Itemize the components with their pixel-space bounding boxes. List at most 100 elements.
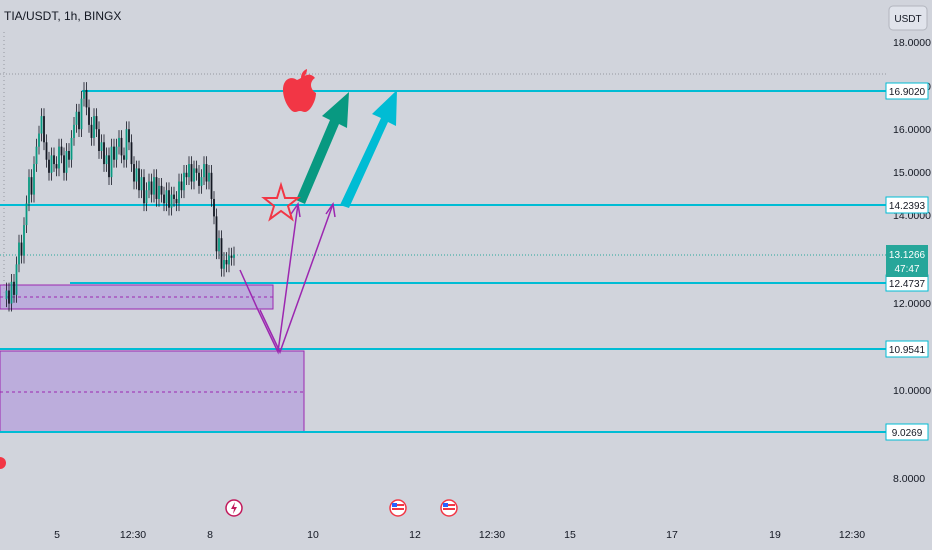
candle-body (220, 238, 223, 269)
candle-body (25, 203, 28, 226)
candle-body (115, 146, 118, 160)
candle-body (153, 177, 155, 195)
alert-marker[interactable] (0, 457, 6, 469)
candle-body (78, 111, 80, 130)
candle-body (18, 242, 20, 265)
candle-body (50, 155, 53, 173)
candle-body (200, 177, 203, 186)
candle-body (108, 155, 110, 178)
candle-body (120, 137, 123, 156)
candle-body (20, 242, 23, 256)
candle-body (8, 290, 10, 304)
green-up-arrow[interactable] (296, 92, 349, 204)
candle-body (48, 159, 50, 173)
candle-body (103, 142, 105, 165)
time-axis[interactable]: 5 12:30 8 10 12 12:30 15 17 19 12:30 (54, 529, 865, 541)
candle-body (140, 177, 143, 191)
candle-body (90, 124, 93, 138)
current-price-label: 13.1266 (889, 250, 926, 261)
candle-body (63, 155, 65, 173)
candle-body (125, 129, 128, 160)
candle-body (215, 216, 218, 252)
candle-body (203, 164, 205, 178)
price-tick: 15.0000 (893, 167, 931, 179)
grid (0, 32, 886, 300)
time-tick: 12:30 (120, 529, 146, 541)
symbol-title: TIA/USDT, 1h, BINGX (4, 9, 121, 23)
demand-zone-upper[interactable] (0, 284, 274, 310)
candle-body (118, 137, 120, 147)
candle-body (148, 181, 150, 191)
candle-body (225, 260, 228, 265)
candle-body (40, 116, 43, 134)
candle-body (28, 177, 30, 204)
level-tag-1[interactable] (885, 196, 929, 214)
drawings[interactable] (0, 69, 458, 517)
candle-body (175, 198, 178, 204)
horizontal-levels[interactable] (0, 90, 886, 433)
candle-body (150, 181, 153, 195)
price-tick: 12.0000 (893, 298, 931, 310)
candle-body (185, 172, 188, 178)
apple-icon[interactable] (283, 69, 316, 112)
candle-body (80, 98, 83, 130)
candle-body (35, 146, 38, 165)
candle-body (5, 290, 8, 300)
level-tag-0[interactable] (885, 82, 929, 100)
us-flag-icon-2[interactable] (440, 499, 458, 517)
candle-body (180, 181, 183, 191)
candle-body (75, 111, 78, 125)
candle-body (208, 172, 210, 182)
projection-path-1[interactable] (239, 203, 299, 355)
candle-body (95, 116, 98, 130)
candle-body (188, 164, 190, 178)
level-tag-4[interactable] (885, 423, 929, 441)
star-icon[interactable] (261, 181, 301, 222)
projection-path-arrowhead-1 (290, 202, 301, 218)
level-tag-3[interactable] (885, 340, 929, 358)
candle-body (233, 254, 235, 258)
candle-body (23, 225, 25, 256)
candle-body (88, 107, 90, 125)
candle-body (98, 129, 100, 151)
candle-body (145, 190, 148, 204)
candle-body (228, 255, 230, 265)
candle-body (160, 185, 163, 195)
price-tick: 8.0000 (893, 473, 925, 485)
candle-body (113, 146, 115, 160)
projection-path-2[interactable] (259, 203, 334, 354)
price-axis[interactable]: 18.000017.000016.000015.000014.000012.00… (885, 37, 931, 485)
candle-body (30, 177, 33, 195)
candle-body (68, 151, 70, 160)
level-tag-label: 16.9020 (889, 87, 926, 98)
candle-body (15, 264, 18, 295)
candle-body (13, 281, 15, 295)
candle-body (53, 155, 55, 165)
candle-body (165, 190, 168, 204)
price-tick: 16.0000 (893, 124, 931, 136)
event-icon-1[interactable] (225, 499, 243, 517)
candle-body (58, 146, 60, 169)
time-tick: 15 (564, 529, 576, 541)
candle-body (213, 198, 215, 217)
current-price-tag[interactable] (886, 245, 928, 277)
candle-body (218, 238, 220, 252)
candle-body (110, 146, 113, 178)
level-tag-label: 9.0269 (892, 428, 923, 439)
us-flag-icon-1[interactable] (389, 499, 407, 517)
cyan-up-arrow[interactable] (340, 90, 397, 208)
currency-button[interactable]: USDT (888, 5, 928, 31)
candle-body (70, 137, 73, 160)
candle-body (210, 172, 213, 199)
candle-body (60, 146, 63, 156)
candle-body (128, 129, 130, 143)
candle-body (135, 168, 138, 182)
candle-body (105, 155, 108, 165)
level-tag-label: 14.2393 (889, 201, 926, 212)
candle-body (198, 172, 200, 186)
projection-path-arrowhead-2 (325, 202, 336, 218)
candle-body (178, 181, 180, 204)
candle-body (85, 89, 88, 108)
